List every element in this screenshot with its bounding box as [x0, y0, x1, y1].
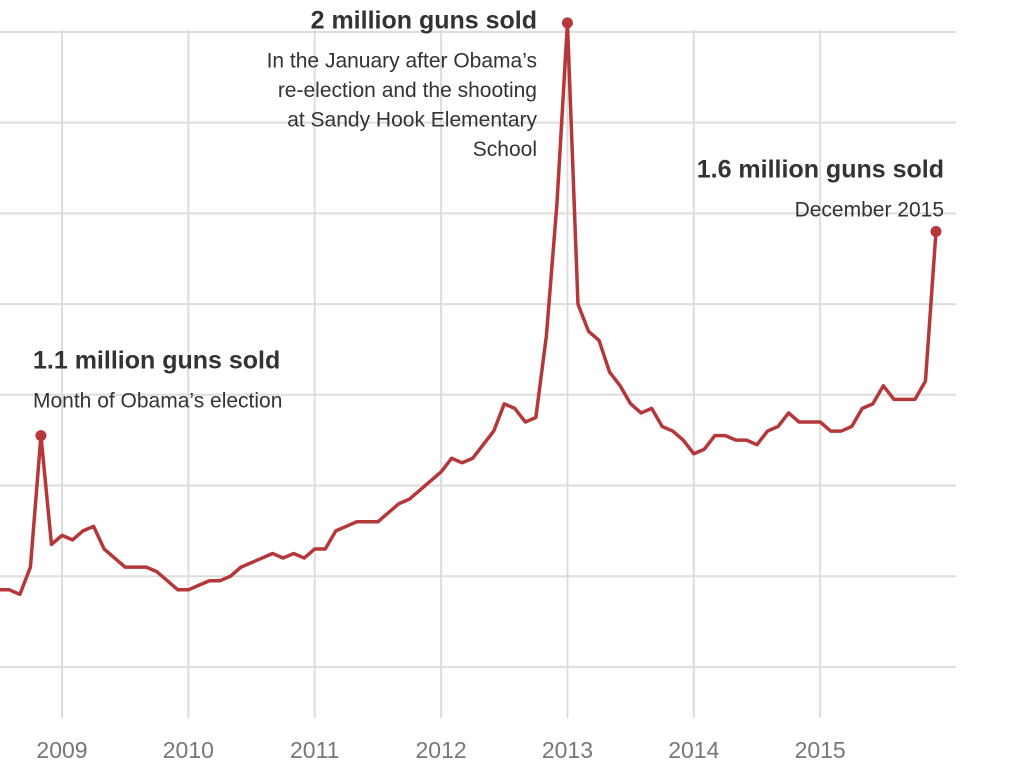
annotation-text: In the January after Obama’s	[267, 50, 537, 73]
annotation-title: 1.6 million guns sold	[697, 156, 944, 184]
annotation-title: 1.1 million guns sold	[33, 347, 280, 375]
highlight-dot	[930, 226, 942, 238]
annotation-text: at Sandy Hook Elementary	[287, 109, 537, 132]
annotation-title: 2 million guns sold	[311, 7, 537, 35]
highlight-dot	[35, 430, 47, 442]
annotation-text: Month of Obama’s election	[33, 390, 282, 413]
x-tick-label: 2010	[163, 737, 214, 763]
x-tick-label: 2009	[36, 737, 87, 763]
annotation-text: re-election and the shooting	[278, 79, 537, 102]
highlight-dot	[561, 17, 573, 29]
x-tick-label: 2013	[542, 737, 593, 763]
line	[0, 21, 938, 597]
x-tick-label: 2015	[795, 737, 846, 763]
x-tick-label: 2012	[415, 737, 466, 763]
annotation-text: School	[473, 138, 537, 161]
x-tick-label: 2014	[668, 737, 719, 763]
annotation-text: December 2015	[795, 199, 944, 222]
x-tick-label: 2011	[290, 737, 339, 763]
